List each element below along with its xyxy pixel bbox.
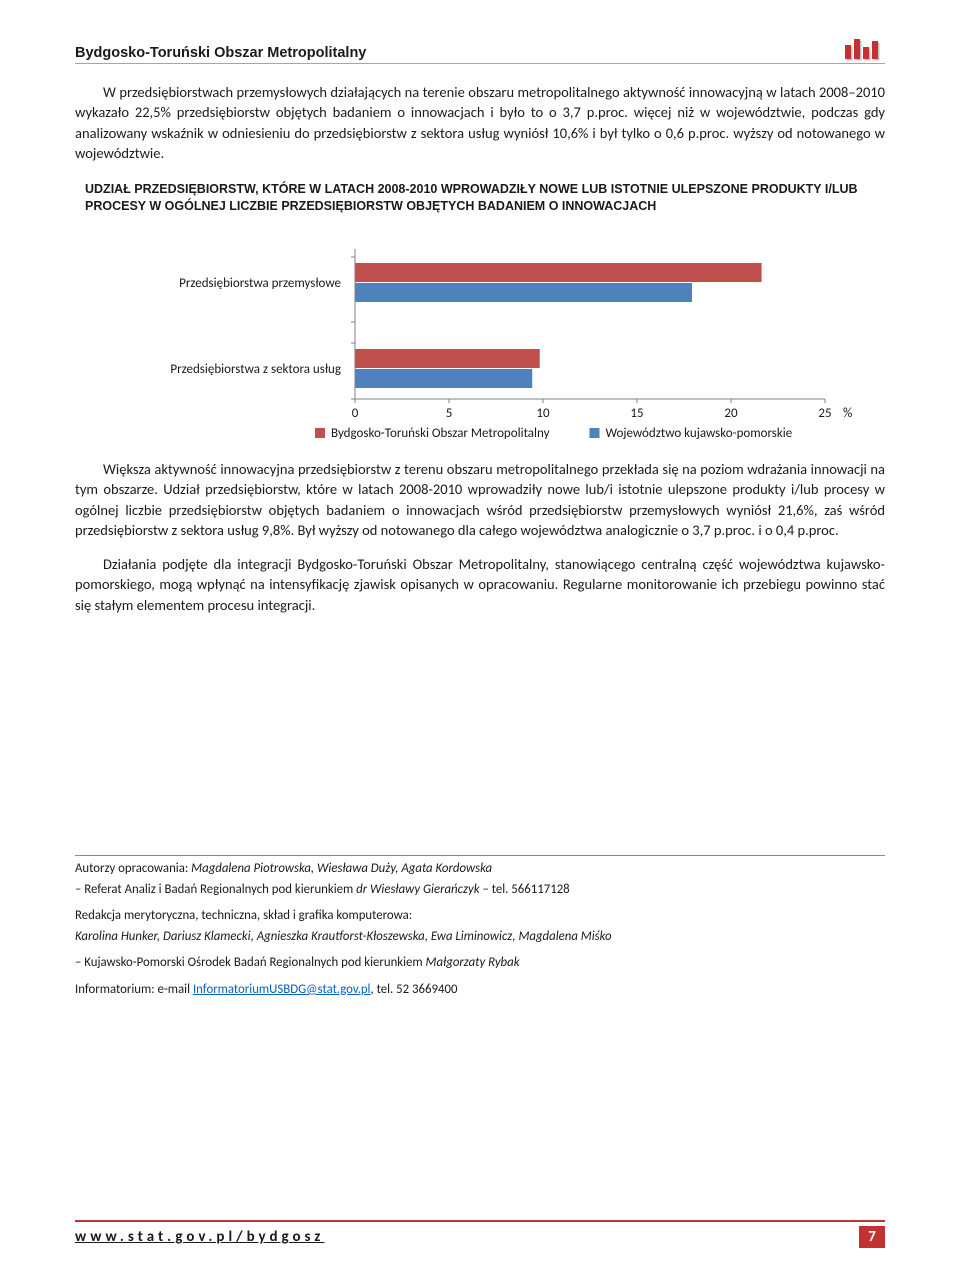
header-logo-icon (841, 35, 885, 61)
credits-dept-tel: – tel. 566117128 (480, 882, 570, 897)
page-header: Bydgosko-Toruński Obszar Metropolitalny (75, 35, 885, 64)
svg-text:5: 5 (446, 406, 453, 421)
credits-center-a: – Kujawsko-Pomorski Ośrodek Badań Region… (75, 955, 426, 970)
header-title: Bydgosko-Toruński Obszar Metropolitalny (75, 45, 366, 61)
credits: Autorzy opracowania: Magdalena Piotrowsk… (75, 855, 885, 999)
credits-authors: Magdalena Piotrowska, Wiesława Duży, Aga… (191, 861, 492, 876)
svg-text:Bydgosko-Toruński Obszar Metro: Bydgosko-Toruński Obszar Metropolitalny (331, 426, 550, 441)
credits-authors-label: Autorzy opracowania: (75, 861, 191, 876)
svg-text:Województwo kujawsko-pomorskie: Województwo kujawsko-pomorskie (605, 426, 792, 441)
svg-text:25: 25 (818, 406, 831, 421)
svg-text:20: 20 (724, 406, 738, 421)
svg-text:%: % (843, 406, 852, 421)
svg-text:15: 15 (630, 406, 643, 421)
svg-text:Przedsiębiorstwa z sektora usł: Przedsiębiorstwa z sektora usług (170, 362, 341, 377)
bar-chart: Przedsiębiorstwa przemysłowe Przedsiębior… (75, 243, 885, 451)
credits-editorial-label: Redakcja merytoryczna, techniczna, skład… (75, 907, 885, 926)
footer-url-link[interactable]: www.stat.gov.pl/bydgosz (75, 1228, 324, 1246)
svg-text:10: 10 (536, 406, 550, 421)
svg-text:0: 0 (352, 406, 359, 421)
credits-info-a: Informatorium: e-mail (75, 982, 193, 997)
credits-info-b: , tel. 52 3669400 (371, 982, 458, 997)
page-footer: www.stat.gov.pl/bydgosz 7 (75, 1220, 885, 1248)
credits-dept-a: – Referat Analiz i Badań Regionalnych po… (75, 882, 356, 897)
svg-text:Przedsiębiorstwa przemysłowe: Przedsiębiorstwa przemysłowe (179, 276, 341, 291)
paragraph-1: W przedsiębiorstwach przemysłowych dział… (75, 82, 885, 163)
chart-title: UDZIAŁ PRZEDSIĘBIORSTW, KTÓRE W LATACH 2… (85, 181, 885, 215)
page-number: 7 (859, 1226, 885, 1248)
credits-center-head: Małgorzaty Rybak (426, 955, 520, 970)
credits-dept-head: dr Wiesławy Gierańczyk (356, 882, 479, 897)
paragraph-3: Działania podjęte dla integracji Bydgosk… (75, 554, 885, 615)
paragraph-2: Większa aktywność innowacyjna przedsiębi… (75, 459, 885, 540)
credits-email-link[interactable]: InformatoriumUSBDG@stat.gov.pl (193, 982, 371, 997)
credits-editorial-names: Karolina Hunker, Dariusz Klamecki, Agnie… (75, 928, 885, 947)
